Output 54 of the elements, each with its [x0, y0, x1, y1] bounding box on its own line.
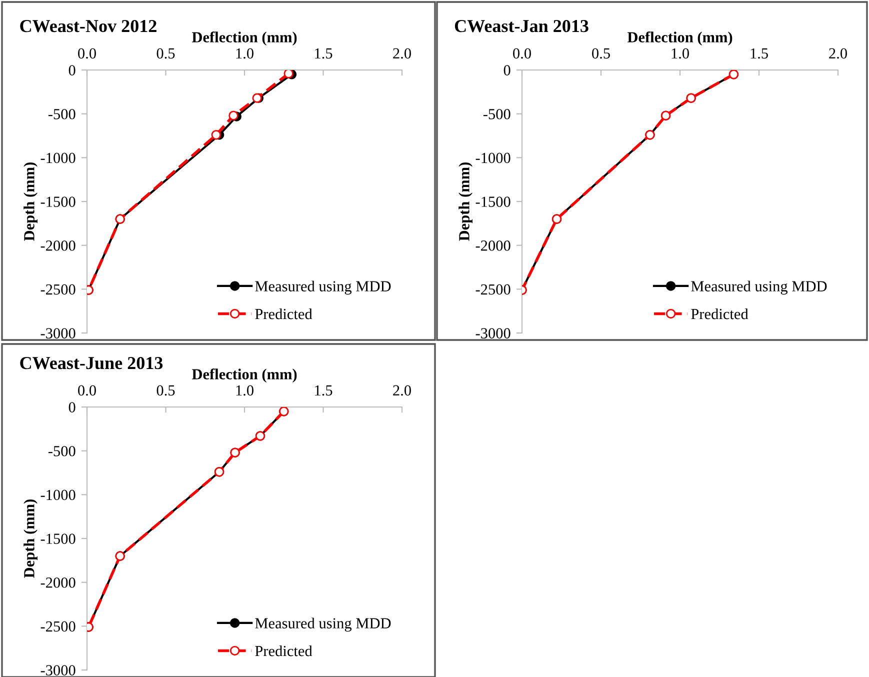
x-tick-label: 0.5: [156, 385, 175, 396]
y-axis-title: Depth (mm): [24, 162, 38, 241]
y-tick-label: -2000: [40, 577, 76, 588]
x-tick-label: 0.0: [78, 48, 96, 59]
y-tick-label: -1500: [476, 196, 510, 207]
x-tick-label: 1.0: [236, 385, 254, 396]
y-tick-label: -3000: [40, 665, 76, 676]
legend-label: Predicted: [255, 645, 312, 656]
point: [211, 130, 222, 140]
x-tick-label: 1.0: [672, 48, 689, 59]
legend-label: Predicted: [255, 308, 312, 320]
x-axis-title: Deflection (mm): [192, 32, 297, 46]
y-axis-title: Depth (mm): [24, 500, 38, 578]
x-axis-title: Deflection (mm): [192, 368, 297, 383]
x-axis-title: Deflection (mm): [627, 32, 732, 46]
x-tick-label: 1.0: [236, 48, 254, 59]
legend-label: Predicted: [691, 308, 748, 320]
x-tick-label: 2.0: [393, 48, 411, 59]
y-tick-label: -1000: [40, 490, 76, 500]
y-tick-label: -3000: [476, 328, 510, 338]
y-tick-label: -2500: [40, 284, 76, 295]
y-tick-label: -2000: [40, 240, 76, 251]
y-tick-label: -1000: [40, 152, 76, 164]
legend-label: Measured using MDD: [691, 280, 827, 295]
y-tick-label: 0: [504, 65, 510, 76]
legend-label: Measured using MDD: [255, 280, 391, 295]
y-tick-label: -500: [483, 108, 510, 120]
y-tick-label: 0: [68, 65, 76, 76]
x-tick-label: 1.5: [315, 385, 332, 396]
chart-title: CWeast-June 2013: [20, 356, 163, 370]
legend-label: Measured using MDD: [255, 618, 391, 632]
y-tick-label: -1500: [40, 196, 76, 207]
point: [228, 110, 238, 120]
y-tick-label: -2000: [476, 240, 510, 251]
chart-title: CWeast-Jan 2013: [454, 20, 588, 32]
x-tick-label: 0.0: [513, 48, 531, 59]
y-tick-label: -2500: [40, 621, 76, 632]
y-tick-label: 0: [68, 402, 76, 412]
y-tick-label: -500: [48, 108, 76, 120]
y-tick-label: -2500: [476, 284, 510, 295]
point: [284, 70, 294, 78]
x-tick-label: 1.5: [315, 48, 332, 59]
y-tick-label: -1500: [40, 534, 76, 544]
y-tick-label: -3000: [40, 328, 76, 338]
chart-title: CWeast-Nov 2012: [20, 20, 156, 32]
x-tick-label: 0.5: [156, 48, 175, 59]
x-tick-label: 0.0: [78, 385, 96, 396]
y-tick-label: -500: [48, 446, 76, 456]
y-tick-label: -1000: [476, 152, 510, 164]
x-tick-label: 2.0: [393, 385, 411, 396]
x-tick-label: 1.5: [750, 48, 768, 59]
y-axis-title: Depth (mm): [458, 162, 472, 241]
x-tick-label: 2.0: [829, 48, 847, 59]
x-tick-label: 0.5: [592, 48, 610, 59]
